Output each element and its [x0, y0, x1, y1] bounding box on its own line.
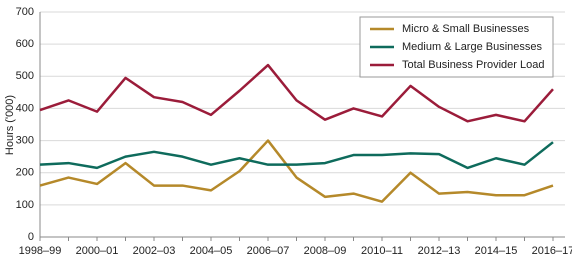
- series-line: [39, 63, 554, 123]
- y-tick-label: 700: [16, 6, 34, 18]
- x-tick-label: 2004–05: [190, 245, 233, 257]
- legend-label: Medium & Large Businesses: [402, 41, 543, 53]
- x-tick-label: 2008–09: [304, 245, 347, 257]
- x-tick-label: 2014–15: [475, 245, 518, 257]
- y-tick-label: 300: [16, 134, 34, 146]
- x-tick-label: 2016–17: [532, 245, 572, 257]
- series-line: [39, 141, 554, 170]
- y-tick-label: 600: [16, 38, 34, 50]
- y-tick-label: 400: [16, 102, 34, 114]
- y-axis-label: Hours ('000): [4, 95, 16, 155]
- x-tick-label: 2010–11: [361, 245, 403, 257]
- x-tick-label: 1998–99: [19, 245, 62, 257]
- legend-label: Total Business Provider Load: [402, 59, 544, 71]
- x-tick-label: 2006–07: [247, 245, 290, 257]
- x-tick-label: 2012–13: [418, 245, 461, 257]
- y-tick-label: 200: [16, 167, 34, 179]
- x-tick-label: 2002–03: [133, 245, 176, 257]
- y-tick-label: 100: [16, 199, 34, 211]
- series-line: [39, 139, 554, 203]
- y-tick-label: 0: [28, 231, 34, 243]
- legend-label: Micro & Small Businesses: [402, 23, 530, 35]
- y-tick-label: 500: [16, 70, 34, 82]
- x-tick-label: 2000–01: [76, 245, 119, 257]
